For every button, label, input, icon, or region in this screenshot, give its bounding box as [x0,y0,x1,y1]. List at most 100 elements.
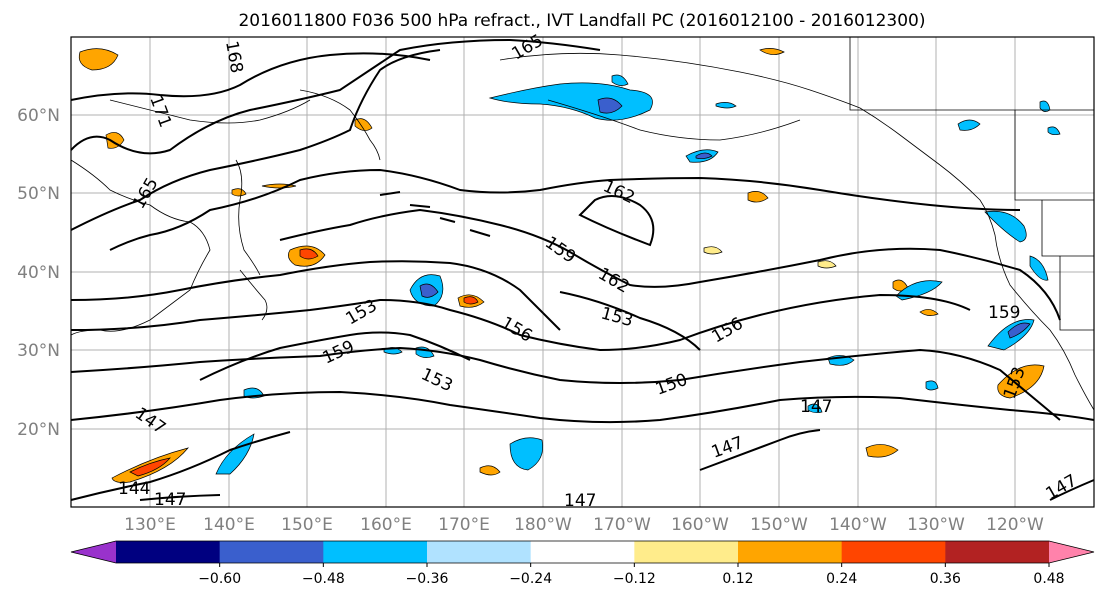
colorbar-bin [323,541,428,563]
lon-tick-label: 120°W [986,515,1044,535]
shade-blue [1047,126,1061,136]
shade-orange [919,309,939,316]
map-title: 2016011800 F036 500 hPa refract., IVT La… [238,11,925,31]
contour-165 [70,49,441,231]
contour-trough [559,291,701,351]
contour-label: 144 [118,479,150,499]
contour-153 [70,293,971,352]
lat-tick-label: 60°N [17,106,60,126]
lon-tick-label: 150°E [281,515,333,535]
coast-sakhalin [235,159,261,276]
contour-150 [70,346,1061,421]
shade-blue [957,119,981,131]
lat-tick-label: 20°N [17,420,60,440]
border-province [1014,110,1094,201]
refractivity-contours [70,38,1095,501]
colorbar-tick-label: −0.48 [302,571,345,587]
shade-blue [984,210,1027,243]
lon-tick-label: 150°W [750,515,808,535]
colorbar-tick-label: −0.24 [509,571,552,587]
contour-label: 147 [564,491,596,511]
lon-tick-label: 140°W [829,515,887,535]
contour-label: 159 [988,303,1020,323]
shade-red [129,457,171,477]
contour-144 [70,431,291,501]
lon-tick-label: 170°E [438,515,490,535]
contour-156 [70,260,561,331]
colorbar-bin [841,541,946,563]
shade-yellow [817,260,837,269]
shade-medium-blue [1007,322,1031,339]
pc-shading [78,48,1061,483]
contour-jet-core [199,331,471,381]
colorbar-bin [116,541,221,563]
shade-blue [215,433,255,475]
shade-orange [105,132,125,149]
contour-label: 147 [800,397,832,417]
contour-147-east [1049,479,1095,501]
colorbar-bin [634,541,739,563]
colorbar-bin [738,541,843,563]
colorbar-bin [219,541,324,563]
colorbar-tick-label: 0.36 [930,571,961,587]
shade-blue [807,403,823,414]
shade-red [299,248,319,260]
shade-orange [759,48,785,55]
map-frame [70,36,1095,508]
border-canada-alaska [849,37,1094,111]
shade-orange [997,364,1045,399]
lat-tick-label: 50°N [17,184,60,204]
colorbar-outline [70,540,1095,564]
shade-yellow [703,246,723,255]
shade-orange [231,188,247,197]
lon-tick-label: 170°W [593,515,651,535]
border-us-state [1041,200,1094,257]
colorbar-extend-low [71,541,116,563]
lat-tick-label: 40°N [17,263,60,283]
coast-north-america [939,164,1095,411]
coast-alaska [499,52,941,166]
shade-orange [865,444,899,458]
border-us-state [1059,256,1094,331]
colorbar-extend-high [1049,541,1094,563]
colorbar-bin [530,541,635,563]
longitude-labels: 130°E 140°E 150°E 160°E 170°E 180°W 170°… [124,515,1044,535]
contour-147-south [699,429,821,471]
colorbar-tick-label: −0.12 [613,571,656,587]
shade-orange [78,48,119,71]
shade-orange [354,118,373,131]
contour-closed-162 [578,195,655,247]
colorbar-bin [427,541,532,563]
coast-asia [70,159,211,336]
lon-tick-label: 130°W [907,515,965,535]
colorbar-tick-label: 0.48 [1033,571,1064,587]
shade-blue [1029,255,1049,281]
contour-171 [70,52,431,101]
lon-tick-label: 130°E [124,515,176,535]
lon-tick-label: 160°W [671,515,729,535]
colorbar: −0.60 −0.48 −0.36 −0.24 −0.12 0.12 0.24 0.36 0.4… [70,540,1095,587]
shade-blue [715,102,737,109]
shade-medium-blue [695,152,713,160]
shade-blue [611,74,629,86]
lon-tick-label: 160°E [360,515,412,535]
colorbar-bins [116,541,1050,563]
colorbar-ticks: −0.60 −0.48 −0.36 −0.24 −0.12 0.12 0.24 0.36 0.4… [198,563,1065,587]
shade-blue [925,380,939,391]
shade-blue [509,437,544,471]
contour-162 [109,168,1021,251]
contour-147-sw [139,494,221,501]
contour-label: 147 [154,490,186,510]
lon-tick-label: 180°W [514,515,572,535]
lat-tick-label: 30°N [17,341,60,361]
shade-medium-blue [419,283,439,298]
aleutian-islands [379,191,491,237]
contour-159 [279,208,1061,321]
lon-tick-label: 140°E [203,515,255,535]
coast-okhotsk [109,99,311,124]
shade-orange [747,191,769,203]
coast-alaska-south [547,99,801,141]
contour-147 [70,390,1095,424]
colorbar-tick-label: −0.36 [406,571,449,587]
